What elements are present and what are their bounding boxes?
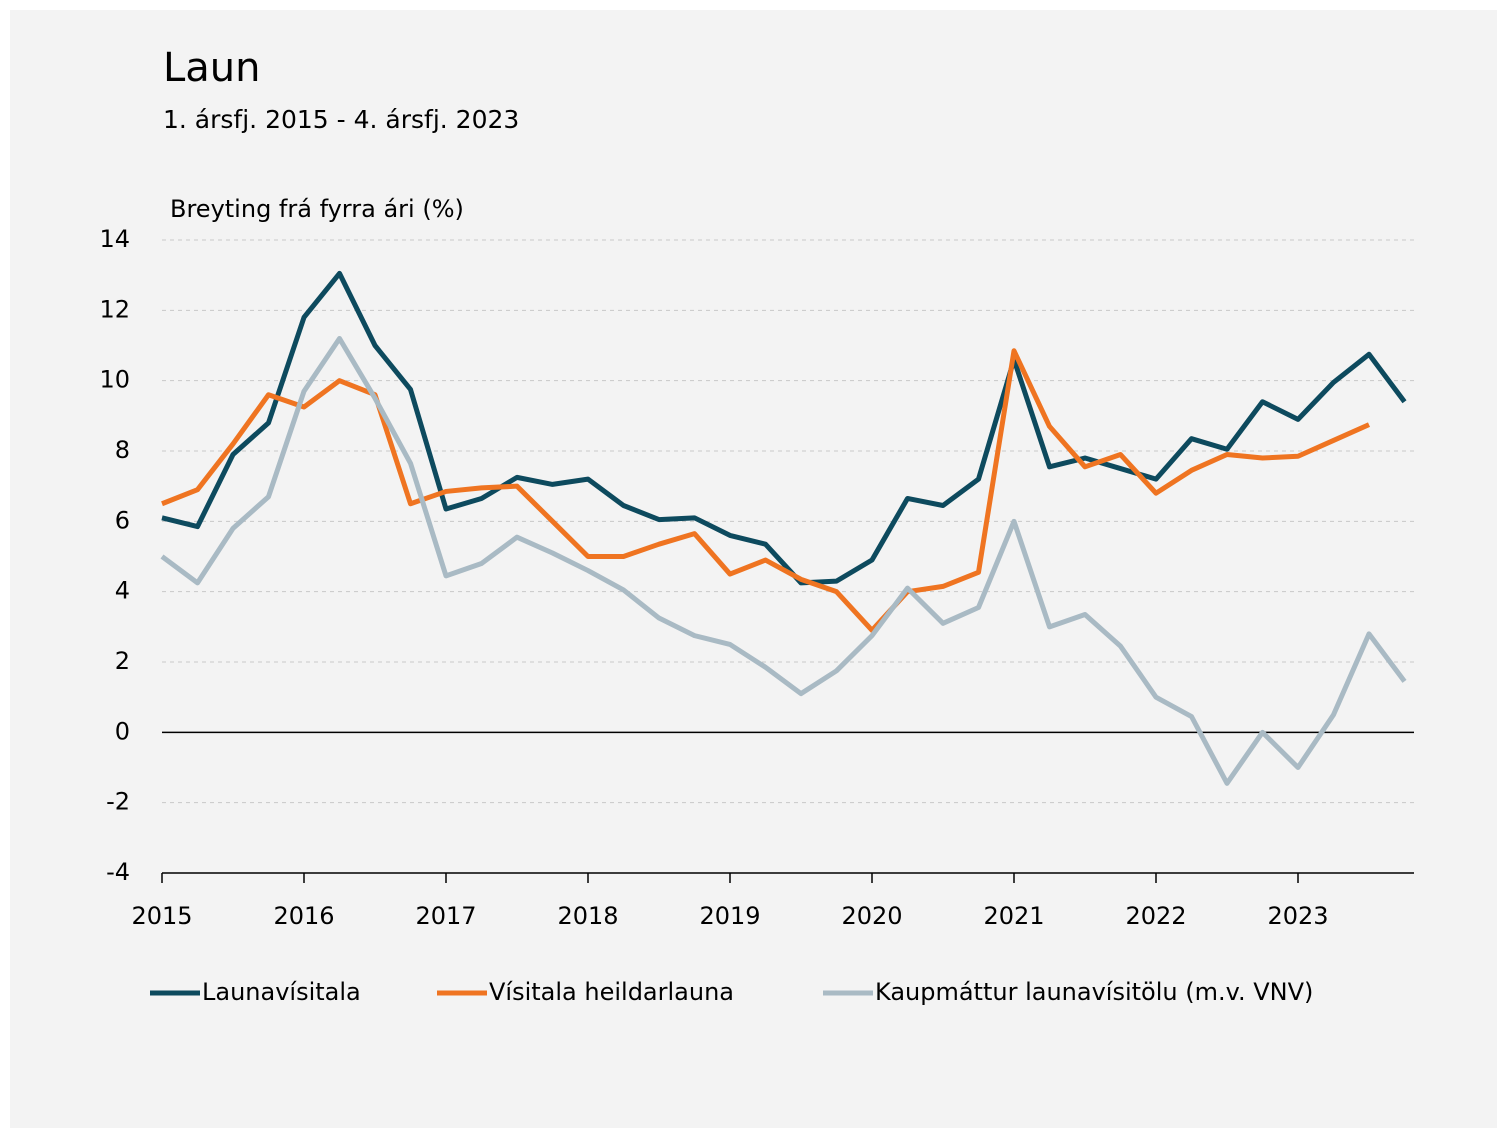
y-tick-label: 12 [99, 295, 130, 323]
line-series [161, 270, 1407, 586]
y-tick-label: 6 [115, 506, 130, 534]
y-tick-label: 2 [115, 647, 130, 675]
x-tick-label: 2018 [557, 902, 618, 930]
line-series [160, 335, 1407, 786]
line-series [161, 348, 1371, 633]
x-tick-label: 2016 [273, 902, 334, 930]
y-tick-label: 14 [99, 225, 130, 253]
chart-title: Laun [163, 45, 261, 91]
y-tick-label: -4 [106, 858, 130, 886]
y-tick-label: 4 [115, 577, 130, 605]
x-tick-label: 2020 [841, 902, 902, 930]
legend-label: Vísitala heildarlauna [489, 978, 734, 1006]
x-tick-label: 2022 [1125, 902, 1186, 930]
y-tick-label: 10 [99, 366, 130, 394]
x-tick-label: 2017 [415, 902, 476, 930]
y-tick-label: 0 [115, 717, 130, 745]
x-tick-label: 2019 [699, 902, 760, 930]
x-tick-label: 2023 [1267, 902, 1328, 930]
chart-subtitle: 1. ársfj. 2015 - 4. ársfj. 2023 [163, 105, 519, 134]
y-axis-label: Breyting frá fyrra ári (%) [170, 195, 464, 223]
x-tick-label: 2021 [983, 902, 1044, 930]
background [10, 10, 1497, 1128]
y-tick-label: 8 [115, 436, 130, 464]
y-tick-label: -2 [106, 788, 130, 816]
x-tick-label: 2015 [131, 902, 192, 930]
legend-label: Launavísitala [202, 978, 361, 1006]
legend-label: Kaupmáttur launavísitölu (m.v. VNV) [875, 978, 1313, 1006]
